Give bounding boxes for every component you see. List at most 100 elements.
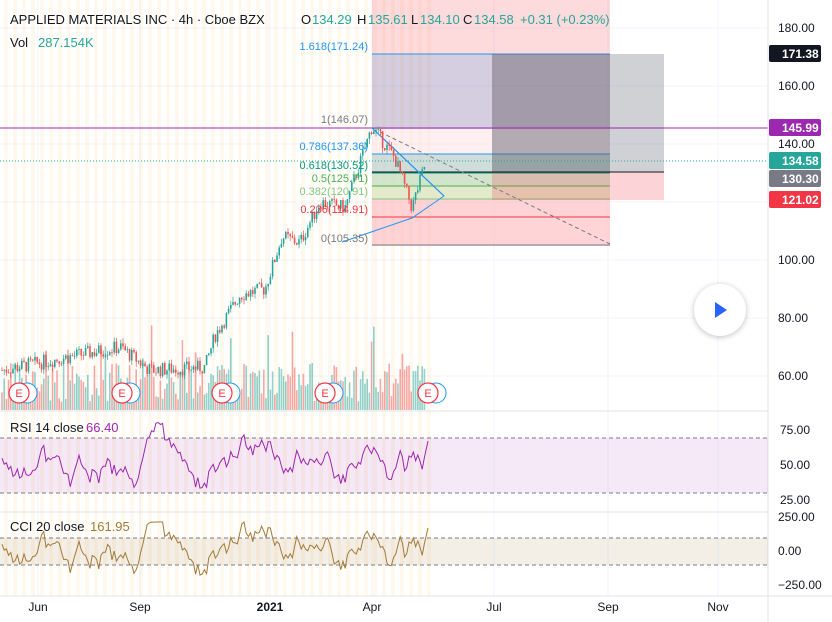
earnings-marker[interactable]: E bbox=[417, 382, 447, 404]
session-highlights bbox=[4, 0, 431, 596]
candle bbox=[368, 131, 371, 144]
volume-bar bbox=[69, 380, 71, 410]
volume-bar bbox=[406, 366, 408, 410]
volume-bar bbox=[197, 392, 199, 410]
candle bbox=[401, 171, 404, 176]
volume-bar bbox=[199, 386, 201, 410]
candle bbox=[322, 197, 324, 211]
candle bbox=[423, 166, 426, 171]
candle bbox=[289, 232, 291, 241]
fib-projection[interactable] bbox=[372, 0, 610, 246]
candle bbox=[370, 131, 373, 135]
volume-bar bbox=[417, 365, 419, 410]
time-axis-label: Sep bbox=[597, 600, 619, 614]
candle bbox=[274, 259, 276, 263]
candle bbox=[417, 186, 419, 194]
volume-bar bbox=[401, 353, 404, 410]
candle bbox=[203, 365, 206, 374]
earnings-marker[interactable]: E bbox=[8, 382, 38, 404]
candle bbox=[269, 273, 272, 285]
earnings-marker[interactable]: E bbox=[211, 382, 241, 404]
price-candles[interactable] bbox=[1, 126, 426, 379]
candle bbox=[353, 171, 355, 184]
volume-bar bbox=[43, 378, 45, 410]
cci-axis: 250.00 0.00 −250.00 bbox=[778, 510, 822, 592]
volume-bar bbox=[289, 376, 291, 410]
symbol-legend: APPLIED MATERIALS INC · 4h · Cboe BZX O … bbox=[10, 12, 610, 50]
volume-bar bbox=[106, 400, 109, 410]
symbol-title: APPLIED MATERIALS INC · 4h · Cboe BZX bbox=[10, 12, 265, 27]
volume-bar bbox=[177, 399, 179, 410]
cci-line bbox=[1, 521, 429, 576]
fib-label: 1(146.07) bbox=[321, 114, 368, 126]
volume-bar bbox=[49, 400, 52, 410]
volume-bar bbox=[51, 368, 54, 410]
time-axis-label: Apr bbox=[363, 600, 382, 614]
candle bbox=[373, 127, 375, 135]
position-tool[interactable] bbox=[372, 54, 664, 200]
earnings-marker[interactable]: E bbox=[314, 382, 344, 404]
volume-bar bbox=[144, 377, 146, 410]
volume-bar bbox=[71, 366, 74, 410]
volume-bar bbox=[263, 369, 265, 410]
volume-bar bbox=[157, 397, 159, 410]
candle bbox=[337, 204, 340, 211]
earnings-marker[interactable]: E bbox=[111, 382, 141, 404]
candle bbox=[355, 174, 357, 181]
candle bbox=[263, 286, 265, 299]
candle bbox=[333, 195, 335, 204]
candle bbox=[309, 220, 311, 231]
candle bbox=[49, 360, 52, 367]
candle bbox=[238, 297, 241, 308]
candle bbox=[392, 147, 395, 161]
volume-bar bbox=[168, 372, 170, 410]
candle bbox=[293, 234, 296, 245]
candle bbox=[65, 354, 67, 361]
candle bbox=[166, 368, 168, 379]
candle bbox=[71, 352, 74, 357]
volume-bar bbox=[285, 381, 287, 410]
candle bbox=[45, 350, 47, 372]
candle bbox=[175, 365, 177, 377]
volume-bar bbox=[76, 373, 78, 410]
volume-bar bbox=[210, 373, 212, 410]
candle bbox=[265, 283, 267, 299]
candle bbox=[406, 183, 408, 189]
cci-pane[interactable]: CCI 20 close 161.95 bbox=[0, 519, 768, 576]
rsi-pane[interactable]: RSI 14 close 66.40 bbox=[0, 420, 768, 494]
volume-bar bbox=[1, 392, 3, 410]
volume-bar bbox=[80, 379, 82, 410]
candle bbox=[47, 362, 49, 371]
candle bbox=[366, 138, 368, 148]
volume-bar bbox=[357, 401, 360, 410]
candle bbox=[210, 348, 212, 357]
price-axis-label: 100.00 bbox=[778, 253, 815, 267]
candle bbox=[100, 343, 102, 357]
candle bbox=[205, 354, 208, 366]
candle bbox=[390, 142, 393, 152]
candle bbox=[252, 286, 254, 297]
rsi-label: RSI 14 close bbox=[10, 420, 84, 435]
triangle-pattern[interactable] bbox=[341, 127, 611, 245]
play-button[interactable] bbox=[694, 284, 746, 336]
price-axis-label: 180.00 bbox=[778, 21, 815, 35]
candle bbox=[190, 365, 192, 371]
candle bbox=[179, 371, 181, 377]
candle bbox=[84, 344, 87, 356]
time-axis[interactable]: Jun Sep 2021 Apr Jul Sep Nov bbox=[28, 600, 728, 614]
volume-bar bbox=[267, 335, 269, 410]
volume-bar bbox=[146, 375, 148, 410]
candle bbox=[168, 360, 170, 373]
price-tag-label: 130.30 bbox=[782, 172, 819, 186]
candle bbox=[69, 352, 71, 366]
candle bbox=[419, 171, 421, 193]
candle bbox=[227, 305, 230, 315]
candle bbox=[170, 359, 173, 375]
candle bbox=[194, 366, 197, 373]
candle bbox=[243, 296, 245, 305]
earnings-marker-label: E bbox=[15, 388, 22, 400]
candle bbox=[148, 363, 151, 375]
